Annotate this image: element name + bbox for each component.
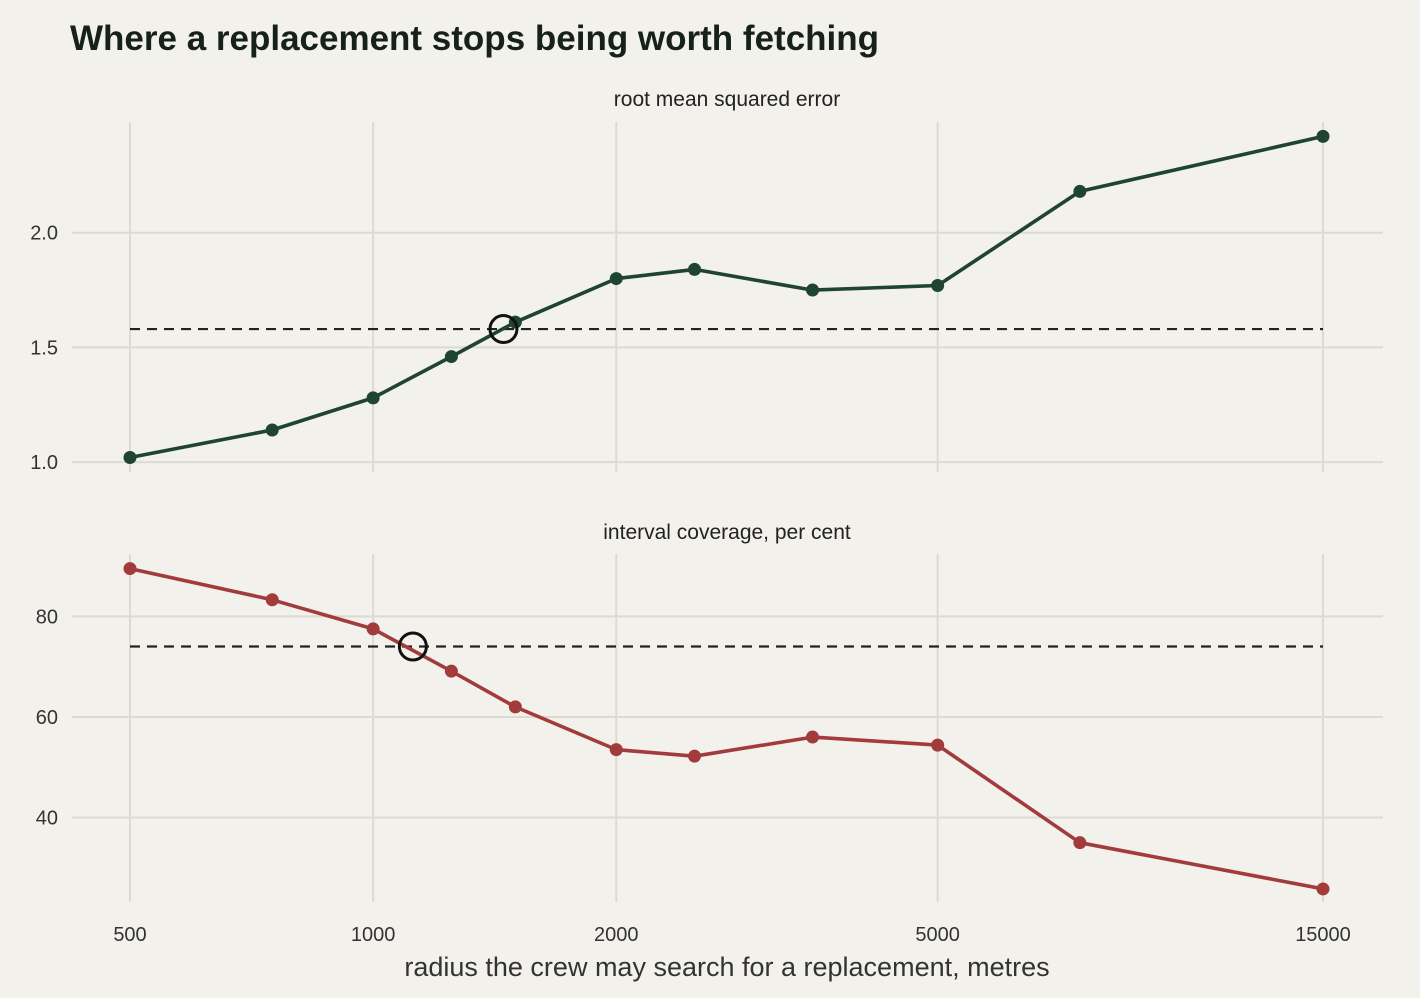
data-point [366, 391, 380, 405]
y-tick-label: 1.0 [30, 452, 58, 474]
data-point [444, 664, 458, 678]
chart-title: Where a replacement stops being worth fe… [70, 19, 879, 58]
data-point [688, 262, 702, 276]
x-tick-label: 500 [113, 924, 146, 946]
x-axis-label: radius the crew may search for a replace… [404, 952, 1049, 982]
x-tick-label: 15000 [1295, 924, 1351, 946]
data-point [123, 562, 137, 576]
data-point [931, 278, 945, 292]
data-point [931, 738, 945, 752]
data-point [1316, 129, 1330, 143]
y-tick-label: 80 [36, 606, 58, 628]
data-point [265, 423, 279, 437]
data-point [806, 283, 820, 297]
x-tick-label: 2000 [594, 924, 639, 946]
grid-lines [72, 554, 1383, 902]
x-axis: 500 1000 2000 5000 15000 [113, 924, 1351, 946]
data-point [1073, 184, 1087, 198]
data-point [609, 272, 623, 286]
crossing-marker [397, 631, 428, 662]
data-point [1316, 882, 1330, 896]
series-line [129, 134, 1324, 460]
data-point [806, 730, 820, 744]
panel-strip-label: interval coverage, per cent [603, 521, 851, 544]
y-tick-label: 60 [36, 707, 58, 729]
panel-coverage: interval coverage, per cent 40 60 80 [36, 521, 1383, 902]
grid-lines [72, 122, 1383, 472]
data-point [609, 743, 623, 757]
data-point [508, 700, 522, 714]
data-point [444, 350, 458, 364]
data-point [265, 593, 279, 607]
data-point [1073, 836, 1087, 850]
crossing-marker [488, 314, 519, 345]
x-tick-label: 1000 [351, 924, 396, 946]
y-tick-label: 40 [36, 808, 58, 830]
data-point [366, 622, 380, 636]
data-point [688, 749, 702, 763]
panel-rmse: root mean squared error 1.0 1.5 2.0 [30, 88, 1383, 474]
data-point [123, 451, 137, 465]
y-tick-label: 2.0 [30, 223, 58, 245]
panel-strip-label: root mean squared error [614, 88, 840, 111]
x-tick-label: 5000 [915, 924, 960, 946]
y-tick-label: 1.5 [30, 337, 58, 359]
